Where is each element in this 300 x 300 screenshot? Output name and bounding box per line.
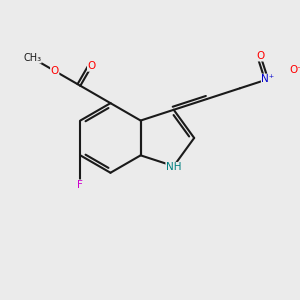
Text: O: O [51, 66, 59, 76]
Text: O: O [88, 61, 96, 71]
Text: O: O [256, 51, 265, 61]
Text: F: F [77, 180, 83, 190]
Text: NH: NH [166, 162, 182, 172]
Text: O⁻: O⁻ [289, 65, 300, 75]
Text: N⁺: N⁺ [261, 74, 275, 84]
Text: CH₃: CH₃ [23, 53, 41, 63]
